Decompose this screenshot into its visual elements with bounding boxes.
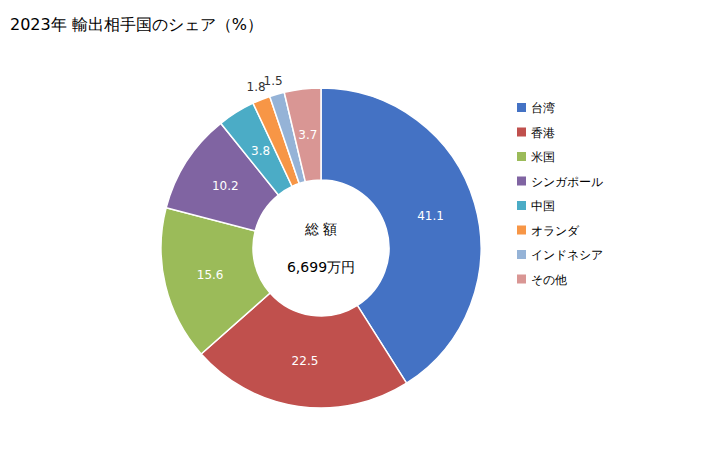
data-label: 22.5 (292, 354, 319, 368)
legend-label: 米国 (531, 150, 555, 164)
data-label: 41.1 (417, 209, 444, 223)
legend-label: 台湾 (531, 101, 555, 115)
legend-swatch (517, 226, 526, 235)
total: 6,699万円 (287, 259, 355, 275)
total-label: 総 額 (304, 221, 337, 237)
data-labels: 41.122.515.610.23.81.81.53.7 (197, 74, 444, 368)
legend-label: オランダ (531, 224, 580, 238)
legend-swatch (517, 275, 526, 284)
legend: 台湾香港米国シンガポール中国オランダインドネシアその他 (517, 101, 603, 287)
data-label: 10.2 (212, 179, 239, 193)
legend-swatch (517, 250, 526, 259)
legend-label: その他 (531, 273, 567, 287)
slice (284, 88, 321, 182)
legend-swatch (517, 103, 526, 112)
data-label: 15.6 (197, 268, 224, 282)
legend-label: シンガポール (531, 175, 603, 189)
chart: 2023年 輸出相手国のシェア（%）41.122.515.610.23.81.8… (0, 0, 728, 450)
data-label: 3.8 (251, 144, 270, 158)
legend-swatch (517, 201, 526, 210)
legend-swatch (517, 177, 526, 186)
slices (161, 88, 481, 408)
data-label: 1.5 (264, 74, 283, 88)
title: 2023年 輸出相手国のシェア（%） (10, 15, 263, 34)
data-label: 3.7 (298, 128, 317, 142)
legend-swatch (517, 152, 526, 161)
legend-label: 中国 (531, 199, 555, 213)
legend-swatch (517, 128, 526, 137)
legend-label: インドネシア (531, 248, 603, 262)
legend-label: 香港 (531, 126, 555, 140)
